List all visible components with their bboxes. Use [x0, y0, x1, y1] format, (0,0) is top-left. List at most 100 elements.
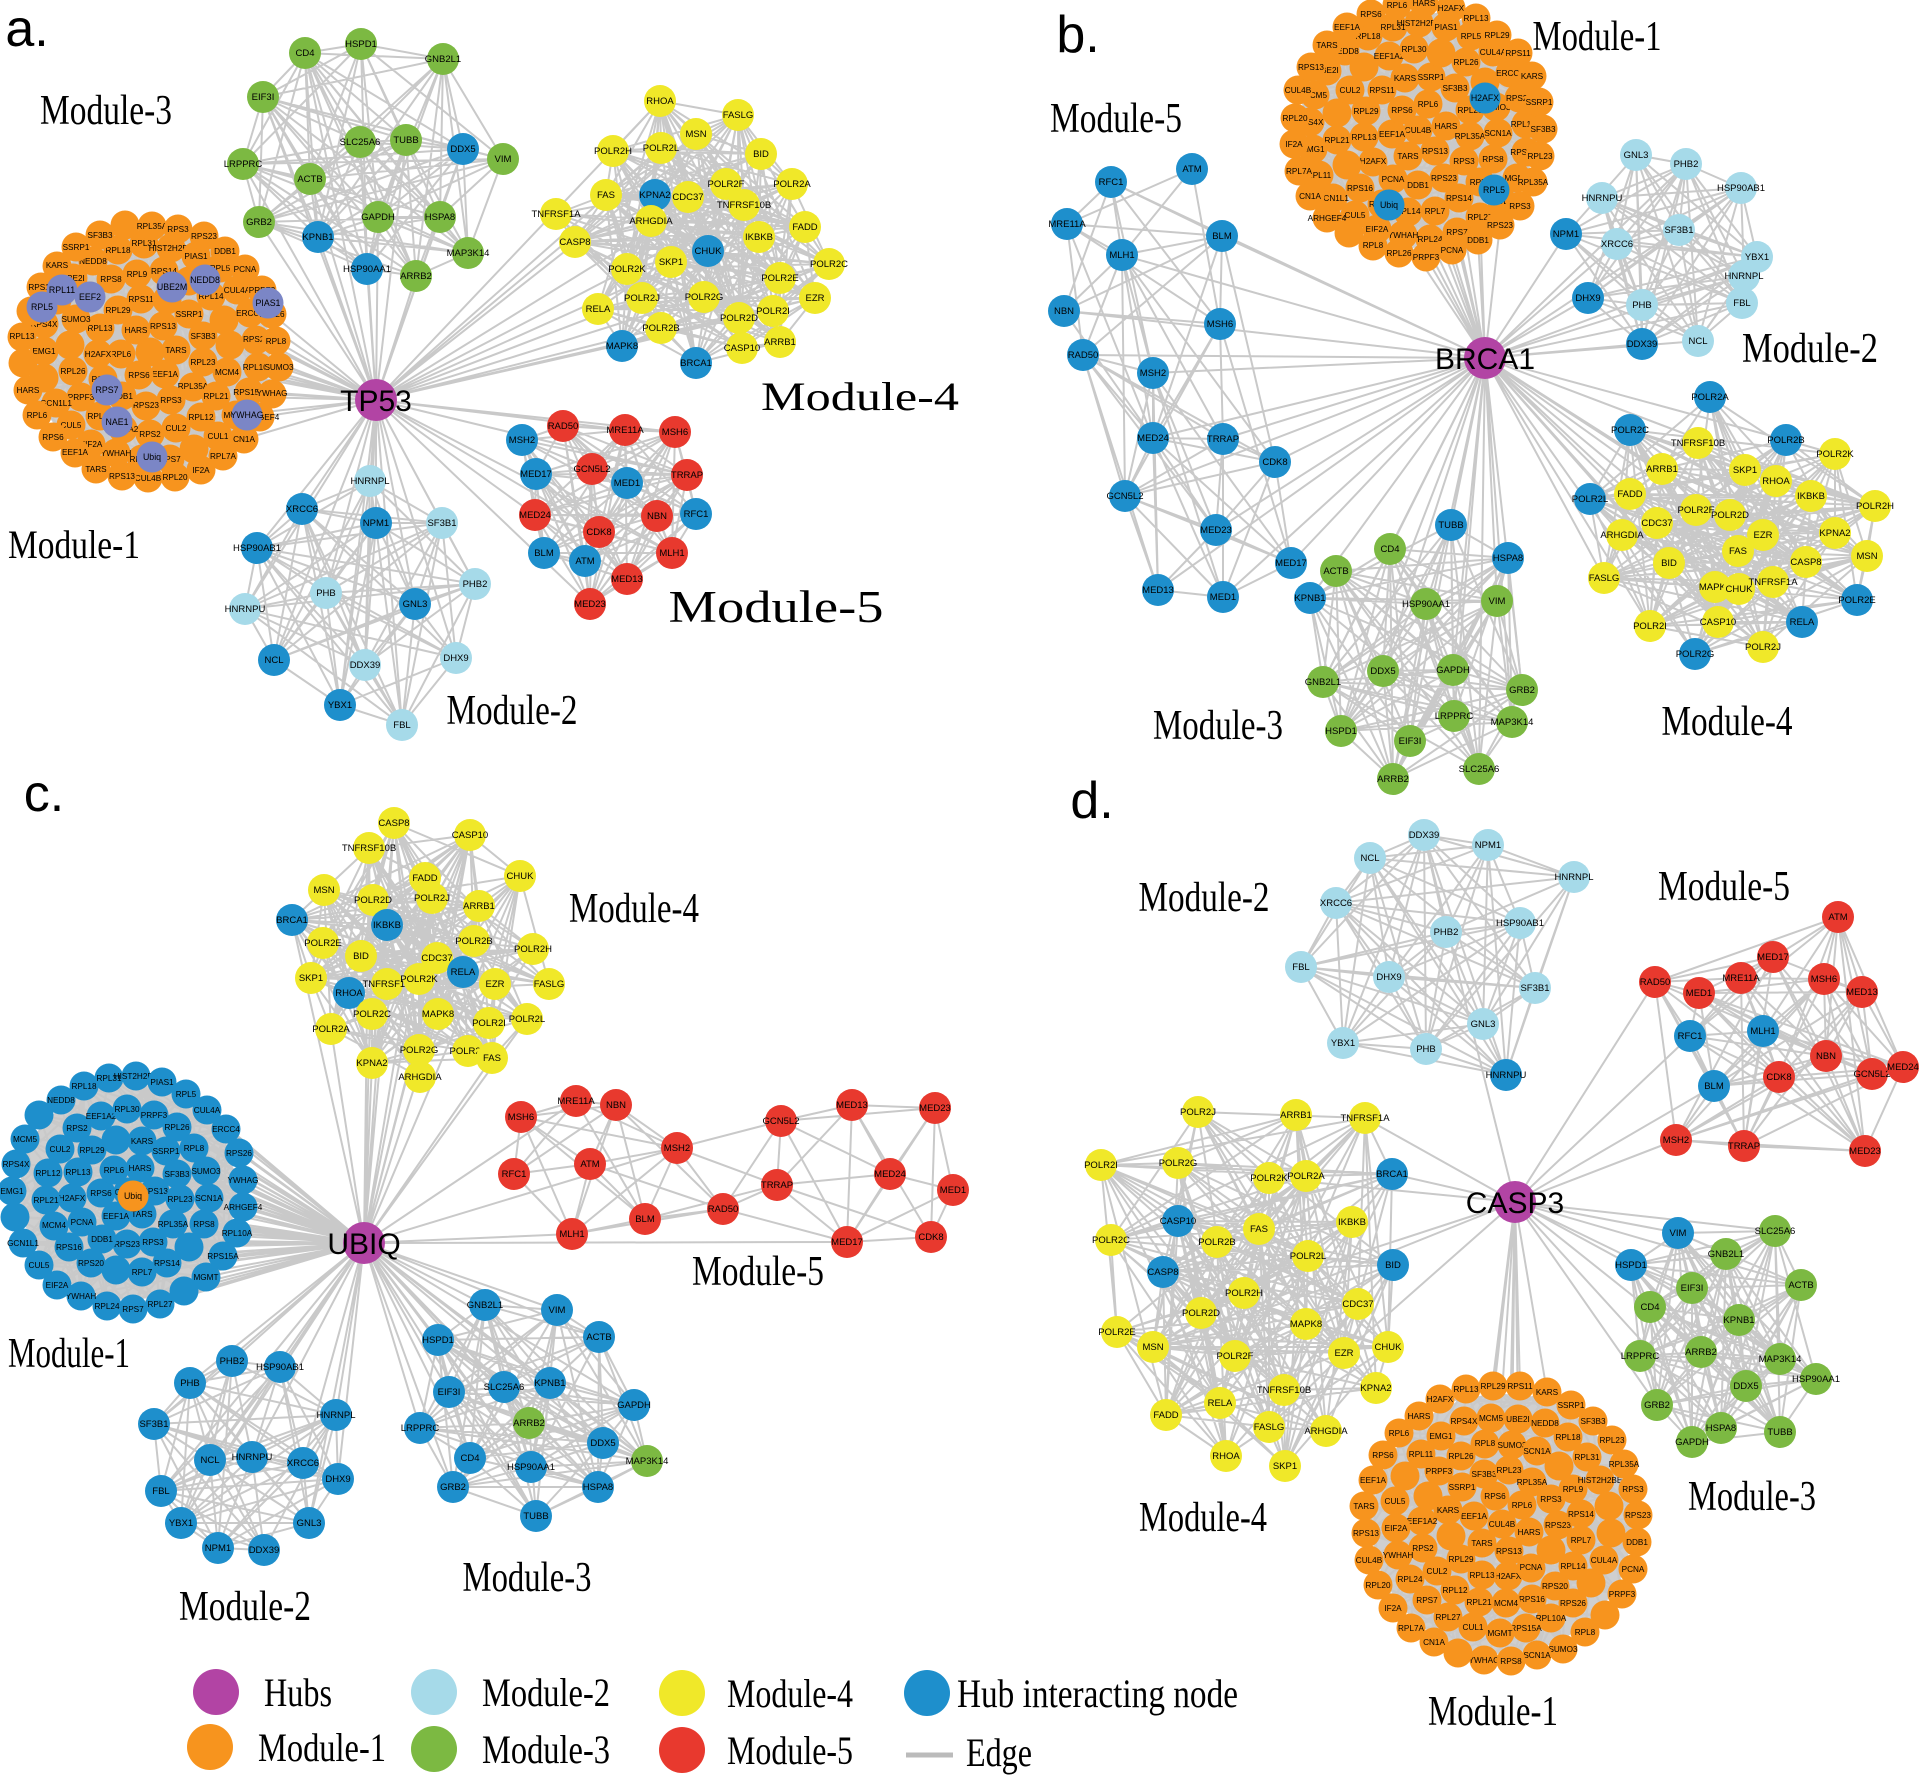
- svg-text:Module-2: Module-2: [447, 688, 578, 734]
- svg-text:GAPDH: GAPDH: [1436, 665, 1470, 676]
- svg-text:VIM: VIM: [495, 154, 512, 165]
- svg-text:RPL7: RPL7: [132, 1268, 153, 1277]
- svg-text:RPL8: RPL8: [184, 1144, 205, 1153]
- svg-text:RPL21: RPL21: [1466, 1598, 1491, 1607]
- svg-text:TNFRSF10B: TNFRSF10B: [342, 843, 396, 854]
- svg-text:CASP10: CASP10: [1700, 617, 1736, 628]
- svg-text:DDB1: DDB1: [1467, 236, 1489, 245]
- svg-text:POLR2L: POLR2L: [643, 143, 679, 154]
- svg-text:RPS3: RPS3: [160, 396, 182, 405]
- svg-text:YWHAG: YWHAG: [228, 1176, 259, 1185]
- svg-text:DHX9: DHX9: [443, 653, 468, 664]
- svg-text:RPL30: RPL30: [87, 412, 112, 421]
- svg-text:BLM: BLM: [534, 548, 554, 559]
- svg-text:RPS23: RPS23: [1431, 174, 1457, 183]
- svg-text:RPL5: RPL5: [176, 1090, 197, 1099]
- svg-text:SLC25A6: SLC25A6: [1459, 764, 1500, 775]
- svg-text:FADD: FADD: [1617, 489, 1642, 500]
- svg-text:MSN: MSN: [313, 885, 334, 896]
- svg-text:RHOA: RHOA: [1762, 476, 1790, 487]
- svg-text:EIF2A: EIF2A: [1366, 225, 1389, 234]
- svg-text:POLR2B: POLR2B: [642, 323, 680, 334]
- svg-text:RELA: RELA: [586, 304, 611, 315]
- svg-text:LRPPRC: LRPPRC: [401, 1423, 440, 1434]
- svg-text:PHB2: PHB2: [463, 579, 488, 590]
- svg-text:UBE2I: UBE2I: [61, 274, 85, 283]
- svg-text:Module-5: Module-5: [1658, 864, 1790, 910]
- svg-text:MCM4: MCM4: [42, 1221, 67, 1230]
- svg-text:HARS: HARS: [1518, 1528, 1541, 1537]
- svg-text:RPL21: RPL21: [203, 392, 228, 401]
- svg-text:RPS20: RPS20: [1542, 1582, 1568, 1591]
- svg-text:RPS13: RPS13: [1422, 147, 1448, 156]
- svg-text:SKP1: SKP1: [1733, 465, 1757, 476]
- svg-text:PRPF3: PRPF3: [1413, 253, 1440, 262]
- svg-text:Module-1: Module-1: [258, 1725, 386, 1770]
- svg-text:PCNA: PCNA: [1382, 175, 1405, 184]
- svg-text:HNRNPL: HNRNPL: [350, 476, 389, 487]
- svg-text:ARHGDIA: ARHGDIA: [1304, 1426, 1348, 1437]
- svg-text:ARRB1: ARRB1: [764, 337, 796, 348]
- svg-text:c.: c.: [24, 765, 64, 823]
- svg-text:TNFRSF10B: TNFRSF10B: [717, 200, 771, 211]
- svg-text:NEDD8: NEDD8: [47, 1096, 75, 1105]
- svg-text:RPS23: RPS23: [133, 401, 159, 410]
- svg-text:MGMT: MGMT: [1504, 174, 1529, 183]
- svg-text:RPL35A: RPL35A: [1455, 132, 1486, 141]
- svg-text:RPS3: RPS3: [1540, 1495, 1562, 1504]
- svg-text:ATM: ATM: [575, 556, 594, 567]
- svg-text:DDX39: DDX39: [350, 660, 381, 671]
- svg-text:RPL21: RPL21: [1324, 136, 1349, 145]
- svg-text:CDC37: CDC37: [672, 192, 703, 203]
- svg-text:RPL14: RPL14: [1560, 1562, 1585, 1571]
- svg-text:PRPF3: PRPF3: [1426, 1467, 1453, 1476]
- svg-text:HNRNPU: HNRNPU: [225, 604, 266, 615]
- svg-text:POLR2K: POLR2K: [608, 264, 646, 275]
- svg-text:NAE1: NAE1: [106, 417, 129, 427]
- svg-text:DDX39: DDX39: [1627, 339, 1658, 350]
- svg-text:TRRAP: TRRAP: [761, 1180, 793, 1191]
- svg-text:EIF3I: EIF3I: [252, 92, 275, 103]
- svg-text:CDK8: CDK8: [1262, 457, 1287, 468]
- svg-text:RFC1: RFC1: [502, 1169, 527, 1180]
- svg-text:NPM1: NPM1: [1553, 229, 1579, 240]
- svg-text:RPL13: RPL13: [1469, 1571, 1494, 1580]
- svg-text:SF3B3: SF3B3: [1442, 84, 1467, 93]
- svg-text:RPS11: RPS11: [1369, 86, 1395, 95]
- svg-text:CUL2: CUL2: [166, 424, 187, 433]
- svg-text:RPL35A: RPL35A: [1518, 178, 1549, 187]
- svg-text:KARS: KARS: [1437, 1506, 1460, 1515]
- svg-text:ARRB2: ARRB2: [513, 1418, 545, 1429]
- svg-text:ATM: ATM: [580, 1159, 599, 1170]
- svg-text:RPL24: RPL24: [1397, 1575, 1422, 1584]
- svg-text:RPL31: RPL31: [1380, 23, 1405, 32]
- svg-text:SF3B1: SF3B1: [139, 1419, 168, 1430]
- svg-text:EIF2A: EIF2A: [46, 1281, 69, 1290]
- svg-text:POLR2D: POLR2D: [1182, 1308, 1220, 1319]
- svg-text:UBE2I: UBE2I: [1506, 1415, 1530, 1424]
- svg-text:DDX39: DDX39: [1409, 830, 1440, 841]
- svg-text:Module-4: Module-4: [761, 374, 959, 419]
- svg-text:HSPD1: HSPD1: [422, 1335, 454, 1346]
- svg-text:BID: BID: [753, 149, 769, 160]
- svg-text:b.: b.: [1056, 6, 1099, 64]
- svg-text:POLR2D: POLR2D: [1711, 510, 1749, 521]
- svg-text:CHUK: CHUK: [695, 246, 723, 257]
- svg-text:EIF3I: EIF3I: [1399, 736, 1422, 747]
- svg-text:RPS16: RPS16: [56, 1243, 82, 1252]
- svg-text:RPL35A: RPL35A: [137, 222, 168, 231]
- svg-text:SCN1A: SCN1A: [1523, 1651, 1551, 1660]
- svg-text:CD4: CD4: [1380, 544, 1399, 555]
- svg-text:CUL1: CUL1: [208, 432, 229, 441]
- svg-text:MED13: MED13: [836, 1100, 868, 1111]
- svg-text:H2AFX: H2AFX: [1471, 93, 1499, 103]
- svg-text:Module-2: Module-2: [1139, 875, 1270, 921]
- svg-text:TUBB: TUBB: [393, 135, 418, 146]
- svg-text:DDB1: DDB1: [1407, 181, 1429, 190]
- svg-text:Module-4: Module-4: [727, 1671, 853, 1716]
- svg-text:RPS13: RPS13: [1298, 63, 1324, 72]
- svg-text:LRPPRC: LRPPRC: [224, 159, 263, 170]
- svg-text:YWHAH: YWHAH: [101, 449, 132, 458]
- svg-text:RPS2: RPS2: [139, 430, 161, 439]
- svg-text:BRCA1: BRCA1: [1376, 1169, 1408, 1180]
